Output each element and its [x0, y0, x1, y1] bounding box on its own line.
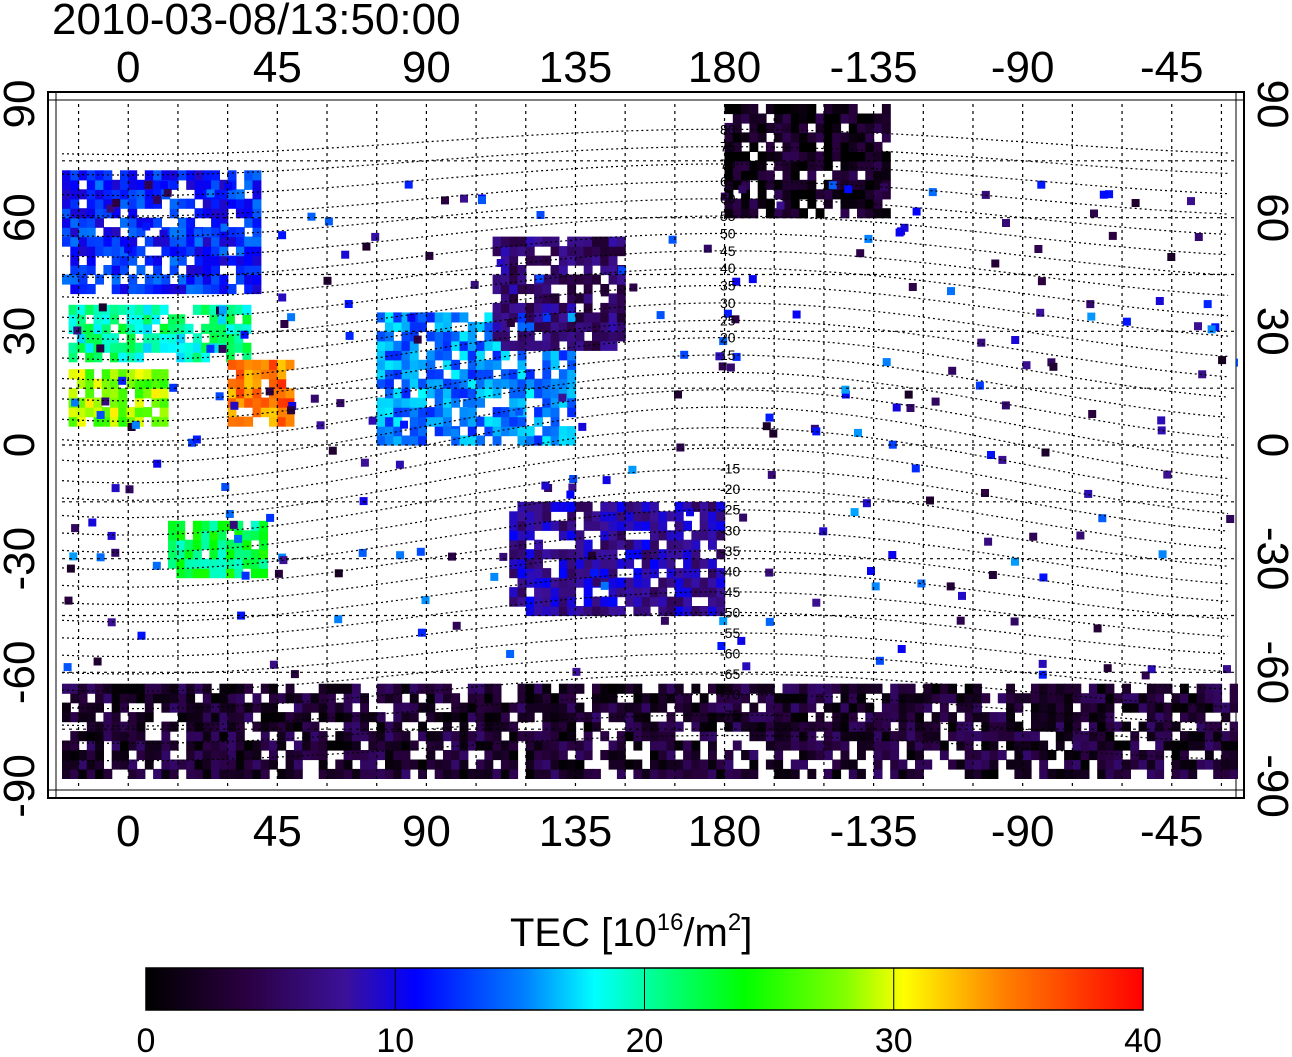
- y-tick-left: 30: [0, 307, 44, 356]
- y-tick-right: -30: [1248, 527, 1292, 591]
- colorbar-ticks: 0 10 20 30 40: [137, 968, 1162, 1057]
- timestamp-title: 2010-03-08/13:50:00: [52, 0, 461, 44]
- tec-region-west-africa: [68, 369, 169, 427]
- x-tick-bottom: -90: [991, 807, 1055, 856]
- tec-data-layer: [62, 104, 1238, 779]
- contour-label: -55: [720, 625, 740, 641]
- contour-label: -70: [720, 686, 740, 702]
- x-tick-top: 135: [539, 43, 612, 92]
- frame-tick-bars: [47, 91, 1245, 799]
- contour-label: -50: [720, 604, 740, 620]
- colorbar-tick-label: 10: [376, 1022, 414, 1057]
- contour-label: 30: [720, 295, 736, 311]
- y-tick-left: 90: [0, 80, 44, 129]
- tec-region-australia: [509, 501, 726, 617]
- contour-label: 20: [720, 330, 736, 346]
- contour-label: 60: [720, 191, 736, 207]
- y-tick-left: -60: [0, 641, 44, 705]
- x-tick-top: 0: [116, 43, 140, 92]
- x-tick-top: 180: [688, 43, 761, 92]
- x-tick-bottom: 90: [402, 807, 451, 856]
- x-tick-top: 45: [253, 43, 302, 92]
- y-tick-left: 0: [0, 433, 44, 457]
- x-tick-bottom: 0: [116, 807, 140, 856]
- contour-label: -15: [720, 461, 740, 477]
- y-tick-right: 60: [1248, 193, 1292, 242]
- y-tick-left: -30: [0, 527, 44, 591]
- axis-tick-labels: 0 45 90 135 180 -135 -90 -450 45 90 135 180 -135 -90-…: [0, 43, 1292, 856]
- contour-label: -65: [720, 666, 740, 682]
- contour-label: -35: [720, 543, 740, 559]
- contour-label: -45: [720, 584, 740, 600]
- tec-region-antarctica: [62, 683, 1238, 779]
- contour-label: -30: [720, 522, 740, 538]
- contour-label: 80: [720, 121, 736, 137]
- contour-label: -75: [720, 707, 740, 723]
- x-tick-bottom: 135: [539, 807, 612, 856]
- tec-region-horn-of-africa-arabia: [227, 359, 295, 427]
- contour-label: 55: [720, 208, 736, 224]
- colorbar-title: TEC [1016/m2]: [510, 909, 752, 955]
- colorbar-tick-label: 20: [626, 1022, 664, 1057]
- colorbar-tick-label: 40: [1124, 1022, 1162, 1057]
- tec-region-pacific-high-latitude: [724, 104, 891, 219]
- colorbar: TEC [1016/m2] 0 10 20 30 40: [137, 909, 1162, 1057]
- y-tick-right: 90: [1248, 80, 1292, 129]
- contour-label: 65: [720, 173, 736, 189]
- tec-region-east-asia: [492, 236, 626, 351]
- x-tick-top: 90: [402, 43, 451, 92]
- contour-label: 25: [720, 312, 736, 328]
- y-tick-right: -90: [1248, 754, 1292, 818]
- x-tick-top: -90: [991, 43, 1055, 92]
- contour-label: 70: [720, 156, 736, 172]
- colorbar-tick-label: 30: [875, 1022, 913, 1057]
- contour-label: 50: [720, 226, 736, 242]
- y-tick-left: 60: [0, 193, 44, 242]
- contour-label: -60: [720, 645, 740, 661]
- x-tick-bottom: 180: [688, 807, 761, 856]
- y-tick-right: 30: [1248, 307, 1292, 356]
- y-tick-right: 0: [1248, 433, 1292, 457]
- y-tick-left: -90: [0, 754, 44, 818]
- tec-region-europe: [62, 170, 262, 295]
- y-tick-right: -60: [1248, 641, 1292, 705]
- contour-label: 75: [720, 139, 736, 155]
- x-tick-bottom: 45: [253, 807, 302, 856]
- map-plot-area: [62, 104, 1238, 786]
- map-grid: [62, 104, 1238, 786]
- contour-label: -40: [720, 563, 740, 579]
- tec-region-southern-africa: [168, 520, 268, 579]
- contour-label: 45: [720, 243, 736, 259]
- contour-label: 15: [720, 347, 736, 363]
- contour-label: 35: [720, 278, 736, 294]
- colorbar-tick-label: 0: [137, 1022, 156, 1057]
- magnetic-latitude-contours: [62, 128, 1229, 762]
- x-tick-bottom: -45: [1140, 807, 1204, 856]
- x-tick-top: -135: [830, 43, 918, 92]
- contour-label: 40: [720, 260, 736, 276]
- x-tick-bottom: -135: [830, 807, 918, 856]
- x-tick-top: -45: [1140, 43, 1204, 92]
- contour-label: -20: [720, 481, 740, 497]
- tec-region-sahara-north-africa: [68, 304, 252, 363]
- contour-label: -25: [720, 502, 740, 518]
